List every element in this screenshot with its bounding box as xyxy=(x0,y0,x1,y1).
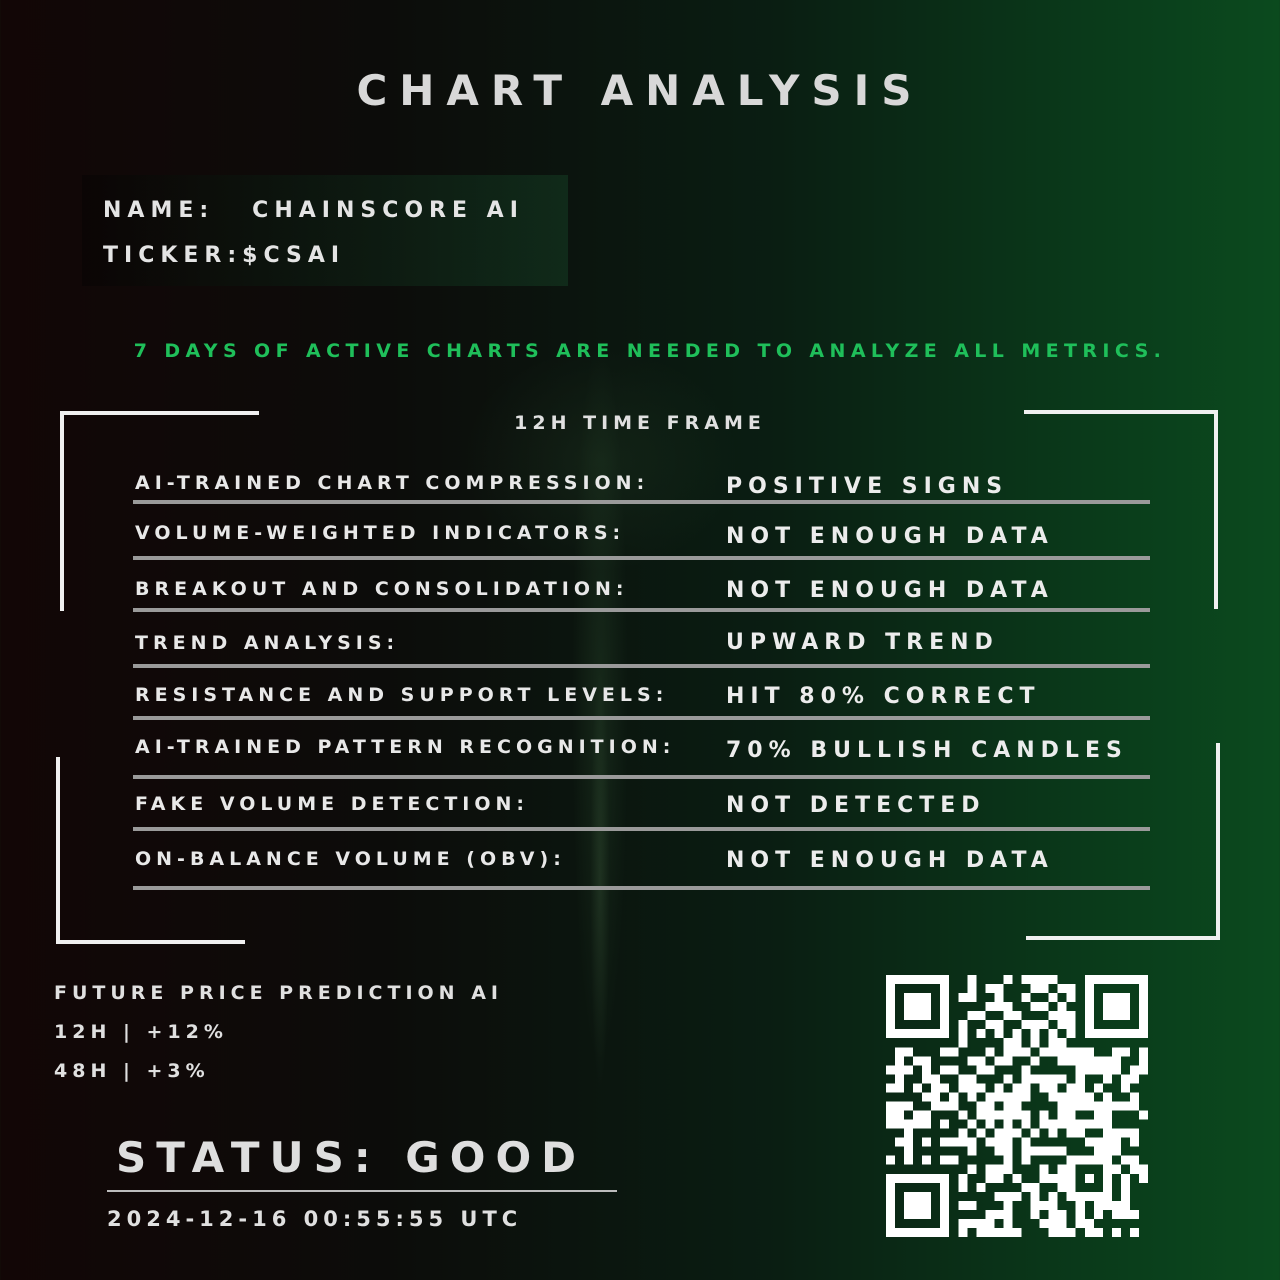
token-ticker-row: TICKER:$CSAI xyxy=(103,243,345,268)
data-requirement-notice: 7 DAYS OF ACTIVE CHARTS ARE NEEDED TO AN… xyxy=(133,340,1167,362)
metric-row: TREND ANALYSIS: UPWARD TREND xyxy=(0,630,1280,672)
metric-label: AI-TRAINED PATTERN RECOGNITION: xyxy=(135,736,676,758)
metric-row: ON-BALANCE VOLUME (OBV): NOT ENOUGH DATA xyxy=(0,848,1280,888)
metric-divider xyxy=(0,500,1280,504)
status-text: STATUS: GOOD xyxy=(116,1133,587,1182)
prediction-title: FUTURE PRICE PREDICTION AI xyxy=(54,982,503,1004)
metric-divider-line xyxy=(133,886,1150,890)
metric-value: NOT DETECTED xyxy=(726,793,986,818)
token-name-row: NAME: CHAINSCORE AI xyxy=(103,198,524,223)
metric-divider-line xyxy=(133,716,1150,720)
metric-label: BREAKOUT AND CONSOLIDATION: xyxy=(135,578,629,600)
timestamp: 2024-12-16 00:55:55 UTC xyxy=(107,1207,523,1231)
token-name-value: CHAINSCORE AI xyxy=(252,198,524,223)
metric-row: VOLUME-WEIGHTED INDICATORS: NOT ENOUGH DA… xyxy=(0,522,1280,562)
token-info-panel xyxy=(82,175,568,286)
metric-label: TREND ANALYSIS: xyxy=(135,632,400,654)
metric-row: RESISTANCE AND SUPPORT LEVELS: HIT 80% CO… xyxy=(0,684,1280,724)
metric-row: FAKE VOLUME DETECTION: NOT DETECTED xyxy=(0,793,1280,833)
frame-corner-top-left xyxy=(60,411,259,611)
metric-divider-line xyxy=(133,500,1150,504)
metric-divider xyxy=(0,608,1280,612)
prediction-12h: 12H | +12% xyxy=(54,1021,228,1043)
prediction-48h: 48H | +3% xyxy=(54,1060,210,1082)
metric-row: AI-TRAINED CHART COMPRESSION: POSITIVE SI… xyxy=(0,472,1280,512)
metric-divider xyxy=(0,716,1280,720)
frame-corner-top-right xyxy=(1024,410,1218,609)
metric-divider xyxy=(0,827,1280,831)
token-ticker-label: TICKER: xyxy=(103,243,243,268)
metric-divider xyxy=(0,556,1280,560)
metric-divider xyxy=(0,886,1280,890)
metric-label: RESISTANCE AND SUPPORT LEVELS: xyxy=(135,684,669,706)
metric-row: AI-TRAINED PATTERN RECOGNITION: 70% BULLI… xyxy=(0,736,1280,776)
metric-value: UPWARD TREND xyxy=(726,630,999,655)
metric-divider-line xyxy=(133,608,1150,612)
metric-value: NOT ENOUGH DATA xyxy=(726,524,1054,549)
metric-divider-line xyxy=(133,556,1150,560)
metric-label: ON-BALANCE VOLUME (OBV): xyxy=(135,848,566,870)
metric-value: HIT 80% CORRECT xyxy=(726,684,1041,709)
status-divider xyxy=(107,1190,617,1192)
frame-corner-bottom-right xyxy=(1026,743,1220,940)
metric-value: NOT ENOUGH DATA xyxy=(726,578,1054,603)
token-name-label: NAME: xyxy=(103,198,215,223)
token-ticker-value: $CSAI xyxy=(242,243,346,268)
qr-code-icon xyxy=(886,975,1148,1237)
metric-divider-line xyxy=(133,664,1150,668)
metric-label: FAKE VOLUME DETECTION: xyxy=(135,793,530,815)
metric-divider xyxy=(0,775,1280,779)
metric-value: 70% BULLISH CANDLES xyxy=(726,738,1128,763)
timeframe-label: 12H TIME FRAME xyxy=(514,412,766,434)
metric-value: NOT ENOUGH DATA xyxy=(726,848,1054,873)
metric-value: POSITIVE SIGNS xyxy=(726,474,1009,499)
metric-row: BREAKOUT AND CONSOLIDATION: NOT ENOUGH DA… xyxy=(0,578,1280,618)
metric-divider xyxy=(0,664,1280,668)
metric-label: AI-TRAINED CHART COMPRESSION: xyxy=(135,472,650,494)
page-title: CHART ANALYSIS xyxy=(356,66,924,115)
metric-label: VOLUME-WEIGHTED INDICATORS: xyxy=(135,522,626,544)
metric-divider-line xyxy=(133,827,1150,831)
metric-divider-line xyxy=(133,775,1150,779)
frame-corner-bottom-left xyxy=(56,757,245,944)
